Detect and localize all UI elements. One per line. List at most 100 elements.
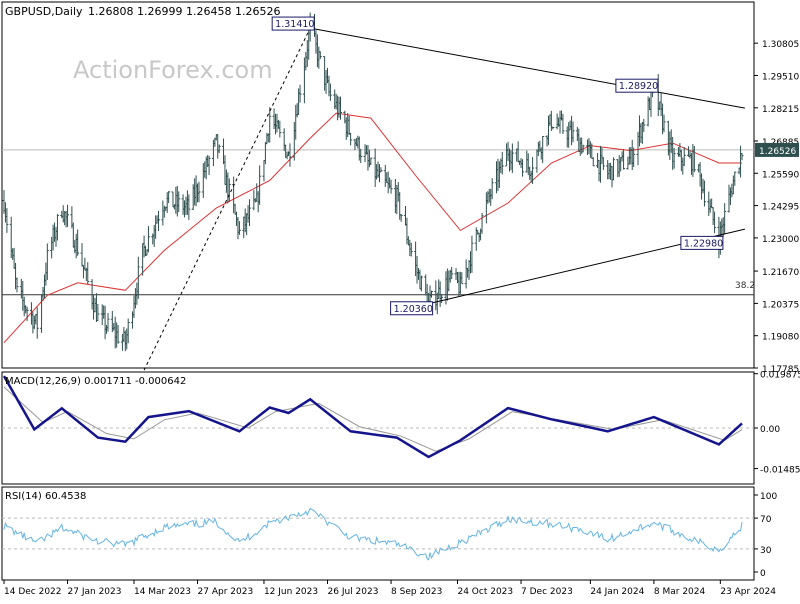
ohlc-bar bbox=[531, 157, 535, 184]
price-axis: 1.308051.295101.282151.268851.255901.242… bbox=[754, 40, 799, 375]
price-tick-label: 1.30805 bbox=[762, 40, 799, 50]
ohlc-bar bbox=[248, 199, 252, 227]
macd-axis: 0.019875 0.00 -0.014858 bbox=[754, 371, 800, 476]
ohlc-bar bbox=[5, 208, 9, 233]
price-annotations: 1.31410 1.28920 1.22980 1.20360 bbox=[271, 16, 724, 316]
ohlc-bar bbox=[500, 151, 504, 175]
ohlc-bar bbox=[399, 214, 403, 222]
ohlc-bar bbox=[692, 145, 696, 173]
rsi-line-path bbox=[3, 507, 743, 561]
ohlc-bar bbox=[15, 277, 19, 293]
ohlc-bar bbox=[258, 165, 262, 205]
price-label-frame bbox=[271, 16, 315, 31]
ohlc-bar bbox=[45, 243, 49, 280]
price-bars bbox=[2, 12, 744, 352]
macd-tick-label: -0.014858 bbox=[760, 466, 800, 476]
date-tick-label: 14 Mar 2023 bbox=[134, 587, 191, 597]
ohlc-bar bbox=[490, 178, 494, 200]
price-tick-label: 1.28215 bbox=[762, 105, 799, 115]
price-tick-label: 1.24295 bbox=[762, 203, 799, 213]
ohlc-bar bbox=[591, 157, 595, 167]
ohlc-bar bbox=[510, 143, 514, 173]
ohlc-bar bbox=[733, 171, 737, 186]
price-label-box: 1.31410 bbox=[271, 16, 315, 31]
macd-tick-label: 0.00 bbox=[760, 425, 780, 435]
price-label-text: 1.20360 bbox=[394, 304, 433, 315]
date-tick-label: 24 Oct 2023 bbox=[457, 587, 513, 597]
ohlc-bar bbox=[379, 167, 383, 173]
ohlc-bar bbox=[106, 312, 110, 332]
ohlc-bar bbox=[116, 324, 120, 344]
price-tick-label: 1.17785 bbox=[762, 365, 799, 375]
date-tick-label: 14 Dec 2022 bbox=[4, 587, 62, 597]
ohlc-bar bbox=[682, 147, 686, 166]
date-tick-label: 12 Jun 2023 bbox=[264, 587, 318, 597]
date-tick-label: 8 Mar 2024 bbox=[654, 587, 706, 597]
rsi-line bbox=[3, 507, 743, 561]
ohlc-bar bbox=[268, 107, 272, 143]
date-tick-label: 26 Jul 2023 bbox=[328, 587, 379, 597]
ohlc-bar bbox=[541, 135, 545, 164]
price-label-text: 1.28920 bbox=[619, 81, 658, 92]
price-tick-label: 1.21670 bbox=[762, 268, 799, 278]
price-label-text: 1.22980 bbox=[684, 238, 723, 249]
ohlc-bar bbox=[419, 275, 423, 292]
ohlc-bar bbox=[25, 306, 29, 321]
ohlc-bar bbox=[551, 126, 555, 130]
macd-pane: 0.019875 0.00 -0.014858 MACD(12,26,9) 0.00… bbox=[1, 371, 800, 485]
price-label-frame bbox=[680, 235, 724, 250]
ohlc-bar bbox=[66, 204, 70, 227]
date-tick-label: 23 Apr 2024 bbox=[720, 587, 776, 597]
price-label-text: 1.31410 bbox=[275, 19, 314, 30]
ohlc-bar bbox=[723, 203, 727, 234]
ohlc-bar bbox=[318, 51, 322, 60]
ohlc-bar bbox=[601, 157, 605, 170]
rsi-tick-label: 30 bbox=[760, 546, 772, 556]
price-tick-label: 1.25590 bbox=[762, 170, 799, 180]
ohlc-bar bbox=[480, 213, 484, 234]
rsi-pane: 100 70 30 0 RSI(14) 60.4538 bbox=[1, 486, 777, 581]
rsi-level-lines bbox=[2, 517, 754, 550]
ohlc-bar bbox=[298, 84, 302, 103]
ohlc-bar bbox=[622, 149, 626, 170]
ohlc-bar bbox=[207, 155, 211, 175]
ohlc-bar bbox=[197, 181, 201, 203]
ohlc-bar bbox=[136, 256, 140, 299]
ohlc-bar bbox=[86, 262, 90, 285]
ohlc-bar bbox=[96, 303, 100, 322]
price-pane: 1.31410 1.28920 1.22980 1.20360 1.30805 1.29… bbox=[1, 1, 799, 375]
ohlc-bar bbox=[460, 272, 464, 285]
price-tick-label: 1.29510 bbox=[762, 72, 799, 82]
ohlc-bar bbox=[470, 235, 474, 273]
ohlc-bar bbox=[440, 294, 444, 304]
ohlc-bar bbox=[55, 214, 59, 241]
price-label-frame bbox=[615, 78, 659, 93]
ohlc-bar bbox=[349, 132, 353, 146]
ohlc-bar bbox=[177, 191, 181, 213]
date-axis: 14 Dec 2022 27 Jan 2023 14 Mar 2023 27 Apr … bbox=[3, 580, 776, 597]
ohlc-bar bbox=[278, 120, 282, 138]
date-tick-label: 7 Dec 2023 bbox=[521, 587, 573, 597]
price-label-box: 1.28920 bbox=[615, 78, 659, 93]
rsi-title: RSI(14) 60.4538 bbox=[5, 491, 86, 502]
ohlc-bar bbox=[409, 242, 413, 257]
ohlc-bar bbox=[328, 83, 332, 101]
ohlc-bar bbox=[672, 147, 676, 169]
price-label-frame bbox=[390, 301, 434, 316]
price-label-box: 1.20360 bbox=[390, 301, 434, 316]
ohlc-bar bbox=[359, 148, 363, 164]
current-price-tag bbox=[755, 142, 799, 157]
rsi-tick-label: 100 bbox=[760, 492, 777, 502]
ohlc-bar bbox=[76, 229, 80, 256]
ohlc-bar bbox=[642, 118, 646, 132]
ohlc-bar bbox=[571, 121, 575, 143]
ohlc-bar bbox=[146, 226, 150, 253]
price-tick-label: 1.20375 bbox=[762, 300, 799, 310]
date-tick-label: 24 Jan 2024 bbox=[590, 587, 644, 597]
ohlc-bar bbox=[288, 143, 292, 167]
macd-tick-label: 0.019875 bbox=[760, 371, 800, 381]
rsi-pane-frame bbox=[1, 486, 755, 581]
ohlc-bar bbox=[217, 144, 221, 154]
date-tick-label: 27 Jan 2023 bbox=[68, 587, 122, 597]
